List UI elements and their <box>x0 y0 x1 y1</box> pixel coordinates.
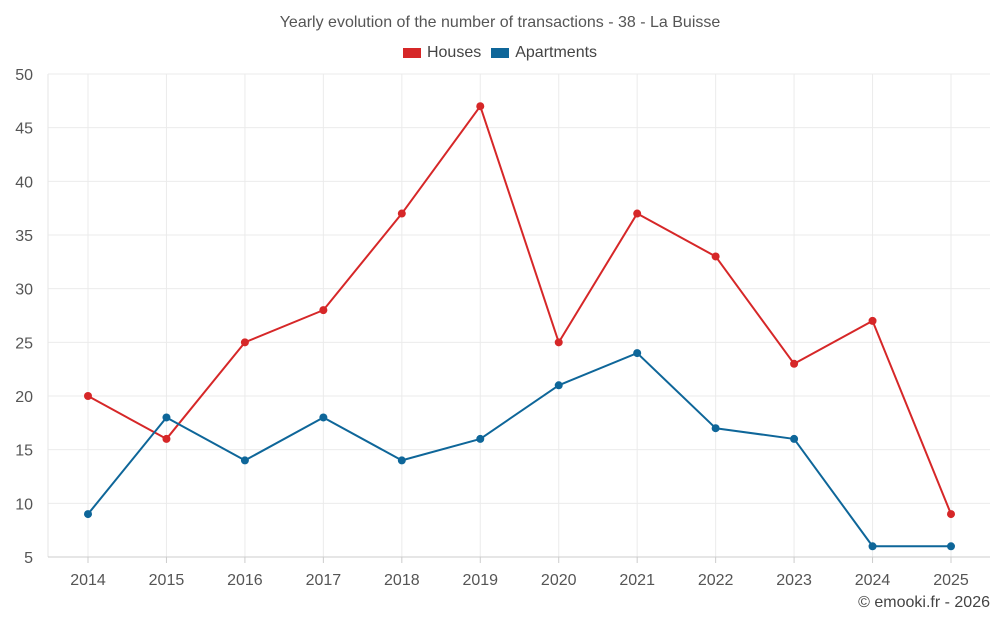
x-tick-label-2023: 2023 <box>776 572 812 589</box>
data-point-apartments-2016[interactable] <box>240 456 249 465</box>
data-point-houses-2024[interactable] <box>868 316 877 325</box>
x-tick-label-2020: 2020 <box>541 572 577 589</box>
x-tick-label-2018: 2018 <box>384 572 420 589</box>
data-point-apartments-2017[interactable] <box>319 413 328 422</box>
series-line-houses <box>87 105 952 515</box>
legend-swatch-houses <box>402 48 421 58</box>
x-tick-label-2015: 2015 <box>149 572 185 589</box>
data-point-apartments-2015[interactable] <box>162 413 171 422</box>
chart-title: Yearly evolution of the number of transa… <box>279 14 721 31</box>
x-tick-label-2016: 2016 <box>227 572 263 589</box>
data-point-houses-2014[interactable] <box>84 392 92 400</box>
credit-text: © emooki.fr - 2026 <box>858 594 990 611</box>
x-tick-label-2014: 2014 <box>70 572 106 589</box>
series-line-apartments <box>87 352 951 548</box>
data-point-houses-2022[interactable] <box>711 252 720 261</box>
y-tick-label-10: 10 <box>15 496 33 513</box>
y-tick-label-5: 5 <box>24 550 33 567</box>
data-point-houses-2025[interactable] <box>947 510 955 519</box>
y-tick-label-25: 25 <box>15 335 33 352</box>
data-point-houses-2021[interactable] <box>633 209 642 218</box>
y-tick-label-15: 15 <box>15 443 33 460</box>
y-tick-label-40: 40 <box>15 174 33 191</box>
data-point-apartments-2025[interactable] <box>947 542 955 551</box>
data-point-apartments-2022[interactable] <box>711 424 720 433</box>
data-point-houses-2017[interactable] <box>319 306 328 315</box>
legend-item-houses[interactable]: Houses <box>402 44 482 62</box>
legend: Houses Apartments <box>0 44 1000 62</box>
data-point-houses-2015[interactable] <box>162 434 171 443</box>
legend-item-apartments[interactable]: Apartments <box>491 44 597 62</box>
data-point-apartments-2020[interactable] <box>554 381 563 390</box>
data-point-houses-2020[interactable] <box>554 338 563 347</box>
data-point-apartments-2021[interactable] <box>633 349 642 358</box>
y-tick-label-20: 20 <box>15 389 33 406</box>
legend-swatch-apartments <box>491 48 510 58</box>
x-tick-label-2017: 2017 <box>306 572 342 589</box>
x-tick-label-2025: 2025 <box>933 572 969 589</box>
y-tick-label-30: 30 <box>15 282 33 299</box>
x-tick-label-2019: 2019 <box>462 572 498 589</box>
legend-label-apartments: Apartments <box>515 44 598 61</box>
data-point-apartments-2014[interactable] <box>84 510 92 519</box>
data-point-houses-2016[interactable] <box>240 338 249 347</box>
data-point-apartments-2024[interactable] <box>868 542 877 551</box>
y-tick-label-35: 35 <box>15 228 33 245</box>
y-tick-label-45: 45 <box>15 121 33 138</box>
x-tick-label-2024: 2024 <box>855 572 891 589</box>
data-point-houses-2019[interactable] <box>476 102 485 111</box>
data-point-apartments-2023[interactable] <box>790 434 799 443</box>
x-tick-label-2022: 2022 <box>698 572 734 589</box>
data-point-apartments-2019[interactable] <box>476 434 485 443</box>
data-point-houses-2023[interactable] <box>790 359 799 368</box>
x-tick-label-2021: 2021 <box>619 572 655 589</box>
data-point-apartments-2018[interactable] <box>397 456 406 465</box>
legend-label-houses: Houses <box>426 44 482 61</box>
data-point-houses-2018[interactable] <box>397 209 406 218</box>
y-tick-label-50: 50 <box>15 67 33 84</box>
